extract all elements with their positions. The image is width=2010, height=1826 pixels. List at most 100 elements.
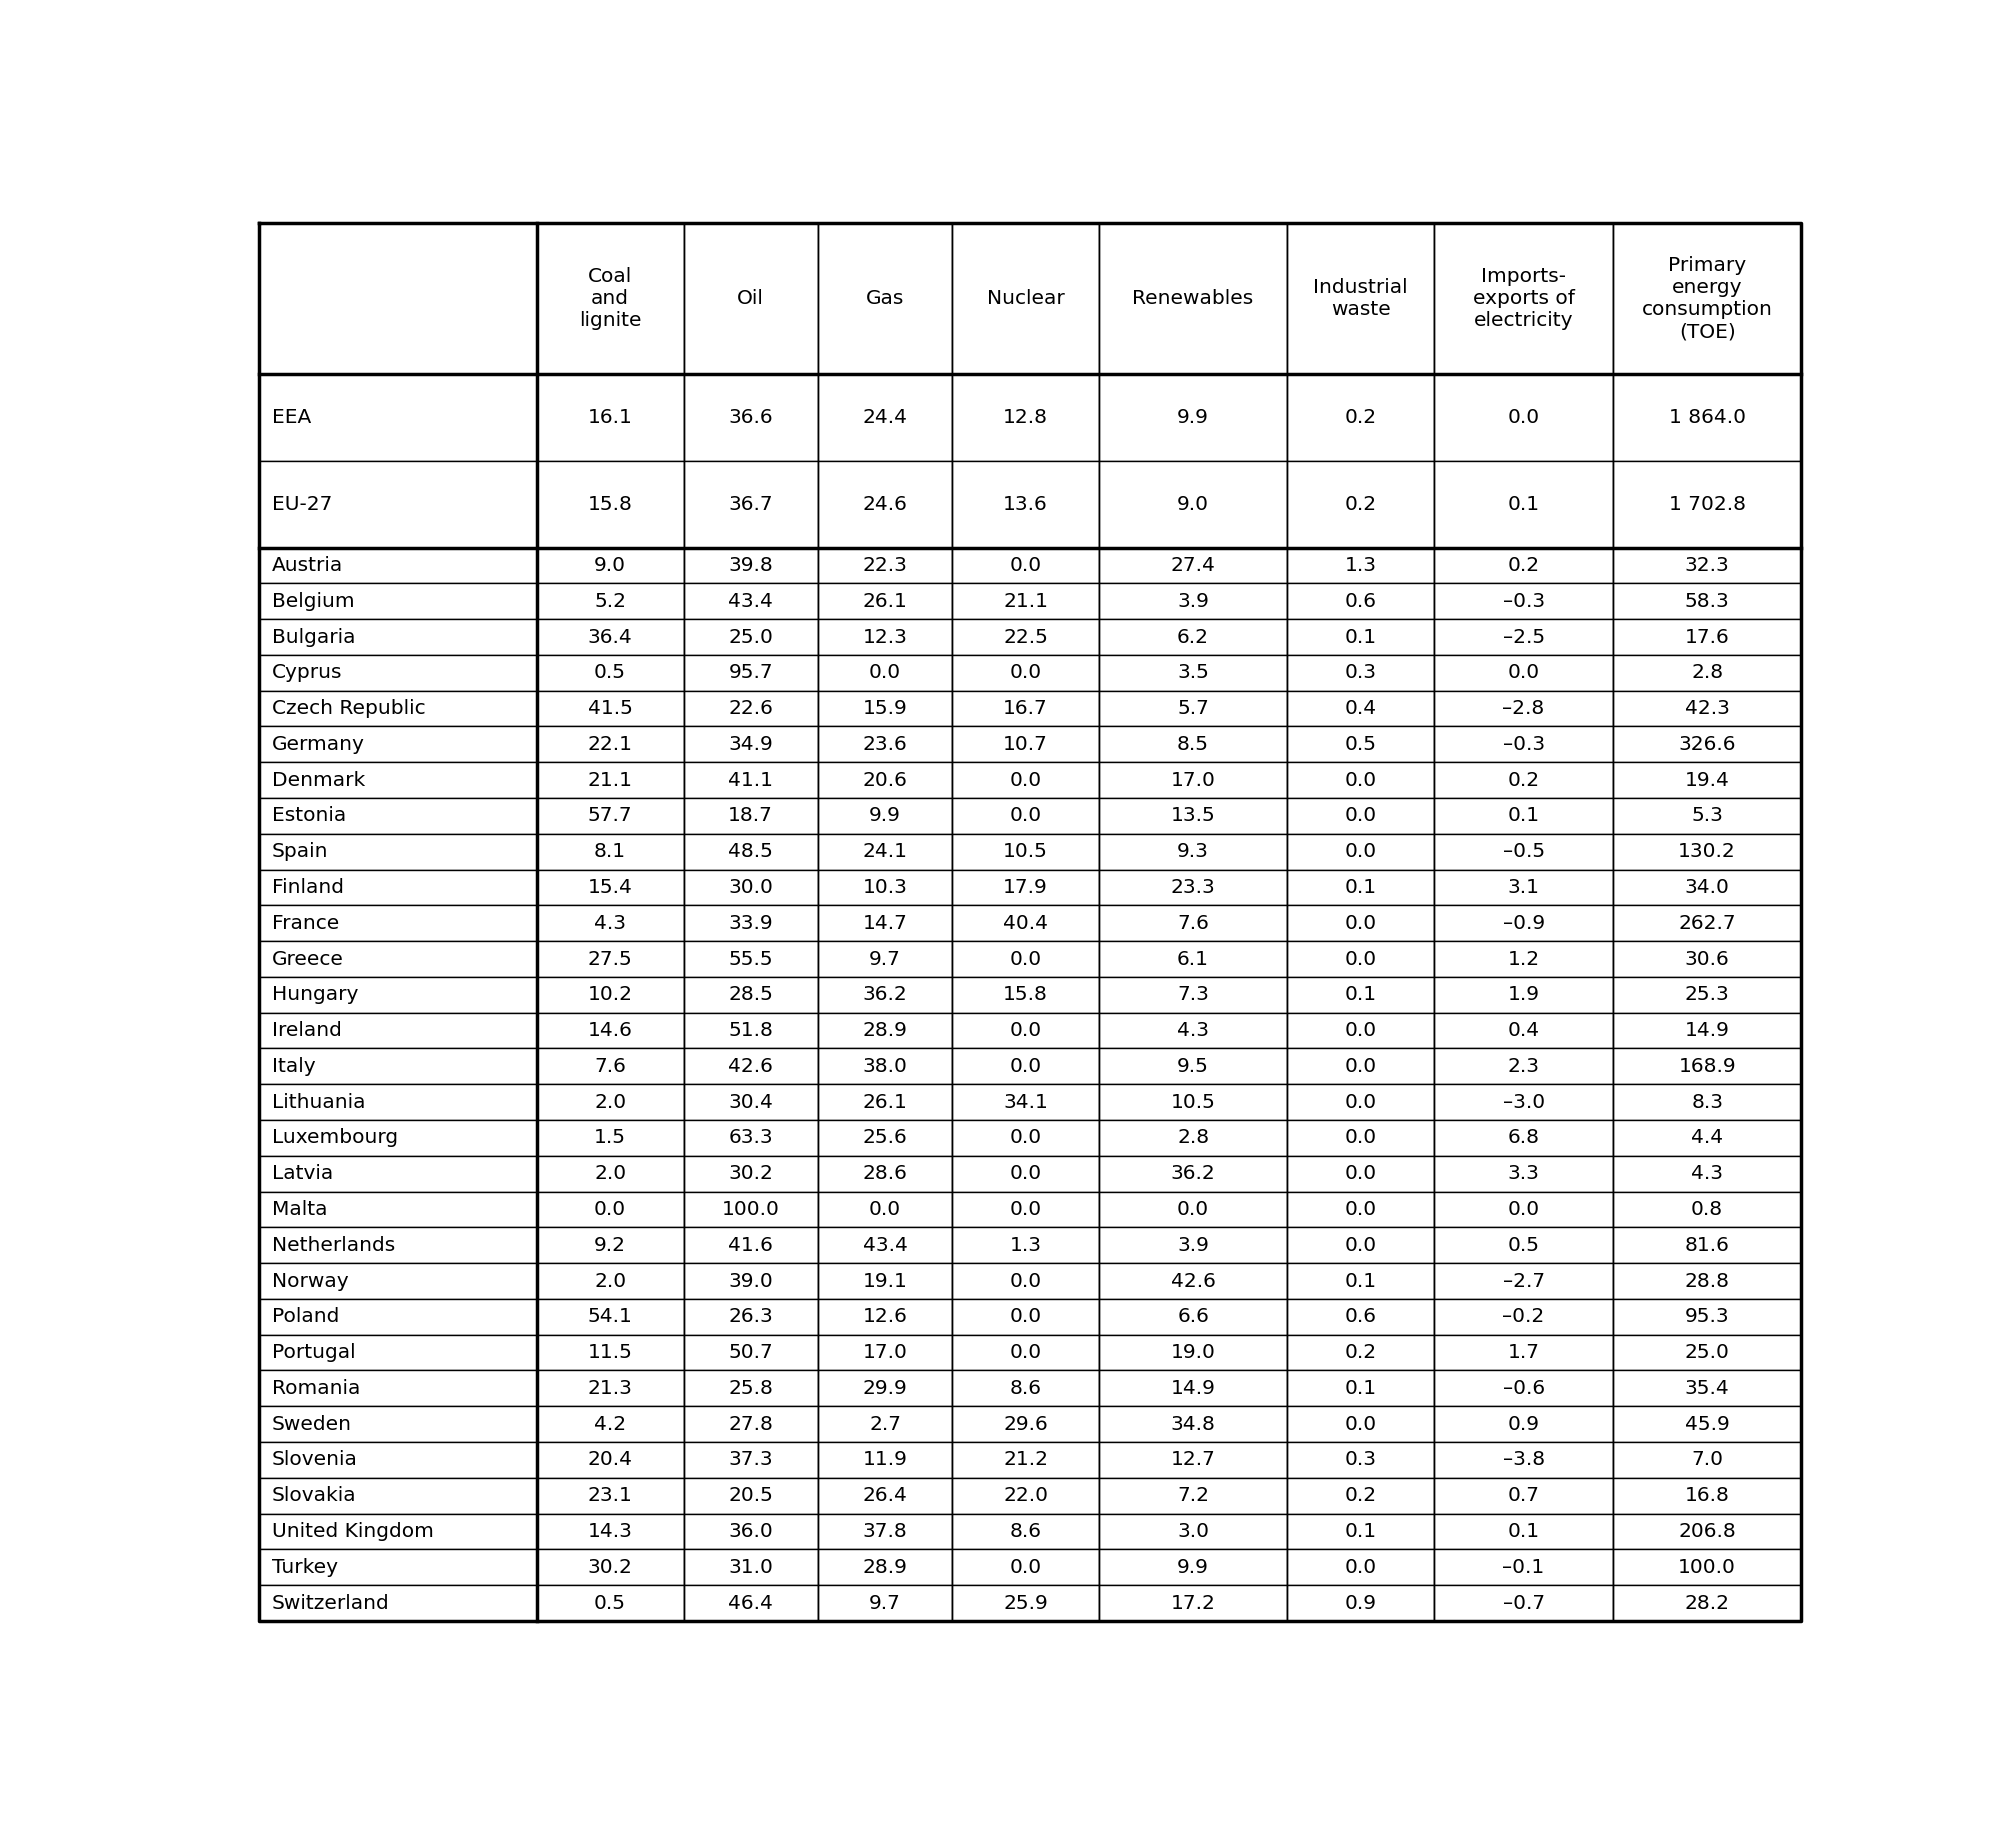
Text: 54.1: 54.1 (587, 1307, 633, 1326)
Bar (1614, 1585, 1801, 1621)
Bar (953, 690, 1099, 727)
Text: 20.6: 20.6 (862, 771, 907, 789)
Bar (1433, 460, 1614, 548)
Text: 42.3: 42.3 (1684, 699, 1731, 718)
Bar (1433, 1443, 1614, 1477)
Text: 43.4: 43.4 (728, 592, 774, 610)
Text: 24.6: 24.6 (862, 495, 907, 513)
Bar (953, 1119, 1099, 1156)
Text: 10.2: 10.2 (587, 986, 633, 1004)
Bar (1286, 977, 1433, 1013)
Bar (818, 1585, 953, 1621)
Bar (1614, 1514, 1801, 1550)
Bar (1099, 798, 1286, 834)
Bar (683, 798, 818, 834)
Text: 8.5: 8.5 (1178, 734, 1210, 754)
Text: 22.5: 22.5 (1003, 628, 1047, 646)
Bar (1099, 940, 1286, 977)
Bar (1286, 727, 1433, 761)
Text: 29.6: 29.6 (1003, 1415, 1047, 1433)
Bar (818, 1550, 953, 1585)
Bar (259, 798, 537, 834)
Bar (818, 977, 953, 1013)
Text: 13.6: 13.6 (1003, 495, 1047, 513)
Text: Cyprus: Cyprus (271, 663, 342, 683)
Text: 2.0: 2.0 (595, 1271, 627, 1291)
Text: 0.0: 0.0 (1009, 555, 1041, 575)
Bar (683, 1371, 818, 1406)
Bar (1433, 727, 1614, 761)
Text: 0.5: 0.5 (595, 663, 625, 683)
Bar (953, 656, 1099, 690)
Bar (1433, 1227, 1614, 1264)
Bar (818, 1514, 953, 1550)
Bar (818, 940, 953, 977)
Text: 0.0: 0.0 (1345, 771, 1377, 789)
Text: 16.7: 16.7 (1003, 699, 1047, 718)
Text: Slovakia: Slovakia (271, 1486, 356, 1505)
Bar (259, 1048, 537, 1085)
Bar (818, 761, 953, 798)
Text: 7.3: 7.3 (1178, 986, 1210, 1004)
Text: 41.5: 41.5 (587, 699, 633, 718)
Bar (953, 798, 1099, 834)
Bar (259, 1477, 537, 1514)
Text: 0.0: 0.0 (1345, 807, 1377, 825)
Text: 7.0: 7.0 (1690, 1450, 1723, 1470)
Bar (537, 977, 683, 1013)
Bar (818, 582, 953, 619)
Bar (1286, 1298, 1433, 1335)
Text: 63.3: 63.3 (728, 1128, 774, 1147)
Text: 30.2: 30.2 (728, 1165, 774, 1183)
Text: –2.7: –2.7 (1503, 1271, 1544, 1291)
Text: 0.2: 0.2 (1508, 555, 1540, 575)
Text: 6.6: 6.6 (1178, 1307, 1210, 1326)
Text: Sweden: Sweden (271, 1415, 352, 1433)
Bar (1286, 656, 1433, 690)
Bar (818, 1119, 953, 1156)
Bar (259, 1585, 537, 1621)
Text: 34.0: 34.0 (1684, 878, 1731, 897)
Text: Romania: Romania (271, 1379, 360, 1399)
Text: 8.3: 8.3 (1690, 1092, 1723, 1112)
Bar (259, 1013, 537, 1048)
Text: 22.3: 22.3 (862, 555, 907, 575)
Bar (1433, 1585, 1614, 1621)
Text: 2.3: 2.3 (1508, 1057, 1540, 1076)
Bar (953, 548, 1099, 582)
Bar (1099, 1550, 1286, 1585)
Text: 100.0: 100.0 (1678, 1558, 1737, 1578)
Bar (1286, 1048, 1433, 1085)
Text: 15.8: 15.8 (1003, 986, 1047, 1004)
Bar (259, 1156, 537, 1192)
Bar (1099, 1514, 1286, 1550)
Bar (1433, 1264, 1614, 1298)
Text: 25.9: 25.9 (1003, 1594, 1047, 1612)
Text: 26.1: 26.1 (862, 592, 907, 610)
Text: 37.3: 37.3 (728, 1450, 774, 1470)
Bar (953, 1585, 1099, 1621)
Text: 0.1: 0.1 (1508, 807, 1540, 825)
Text: 30.4: 30.4 (728, 1092, 774, 1112)
Bar (537, 1227, 683, 1264)
Bar (259, 834, 537, 869)
Text: 2.7: 2.7 (868, 1415, 900, 1433)
Bar (1433, 548, 1614, 582)
Bar (1614, 656, 1801, 690)
Bar (818, 223, 953, 374)
Text: 9.0: 9.0 (595, 555, 625, 575)
Bar (1099, 582, 1286, 619)
Bar (259, 1085, 537, 1119)
Bar (537, 1192, 683, 1227)
Text: 30.0: 30.0 (728, 878, 774, 897)
Bar (953, 727, 1099, 761)
Text: 0.0: 0.0 (595, 1200, 627, 1220)
Text: –0.1: –0.1 (1501, 1558, 1546, 1578)
Bar (953, 1406, 1099, 1443)
Bar (683, 1085, 818, 1119)
Bar (537, 690, 683, 727)
Bar (1433, 374, 1614, 460)
Bar (259, 619, 537, 656)
Text: 0.2: 0.2 (1345, 1344, 1377, 1362)
Bar (683, 1477, 818, 1514)
